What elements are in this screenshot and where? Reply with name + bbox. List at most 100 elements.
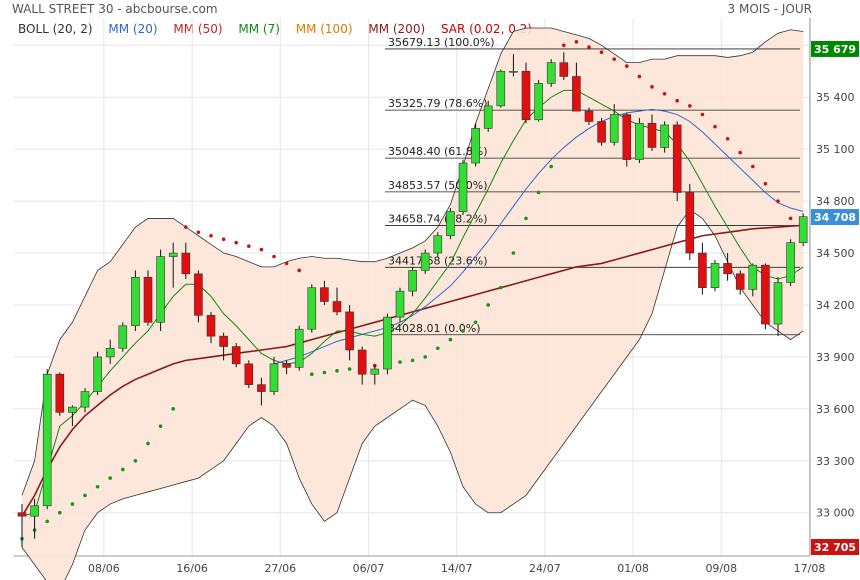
sar-dot [436, 346, 440, 351]
sar-dot [776, 199, 780, 203]
sar-dot [410, 358, 415, 363]
x-tick-label: 01/08 [617, 562, 649, 575]
candle-bearish [244, 363, 254, 385]
candle-bullish [534, 83, 543, 121]
bollinger-band [21, 27, 804, 580]
sar-dot [95, 484, 100, 489]
candle-bullish [408, 270, 417, 292]
sar-dot [574, 40, 579, 44]
candle-bullish [307, 287, 317, 330]
y-tick-label: 33 300 [816, 455, 855, 468]
candle-bearish [622, 114, 632, 160]
candle-bearish [672, 124, 682, 193]
sar-dot [284, 261, 289, 266]
candle-bearish [231, 346, 241, 365]
sar-dot [121, 467, 125, 472]
candle-bullish [42, 373, 52, 507]
chart-header: WALL STREET 30 - abcbourse.com 3 MOIS - … [0, 0, 860, 18]
candle-bearish [282, 363, 291, 368]
sar-dot [499, 285, 503, 290]
x-tick-label: 08/06 [88, 562, 120, 575]
candle-bullish [509, 70, 518, 73]
bollinger-lower-line [21, 209, 804, 580]
sar-dot [650, 85, 654, 89]
candle-bearish [332, 301, 342, 313]
sar-dot [58, 510, 62, 515]
sar-dot [259, 247, 264, 252]
sar-dot [763, 182, 768, 186]
sar-dot [347, 367, 352, 371]
candle-bearish [597, 121, 606, 143]
x-tick-label: 16/06 [176, 562, 208, 575]
candles [17, 52, 808, 548]
y-tick-label: 35 400 [816, 91, 855, 104]
bollinger-upper-line [21, 27, 804, 496]
sar-dot [688, 104, 692, 108]
sar-dot [599, 50, 604, 55]
y-tick-label: 34 200 [816, 299, 855, 312]
candle-bullish [105, 347, 115, 358]
price-badge-label: 35 679 [814, 43, 856, 56]
sar-dot [70, 502, 75, 506]
candle-bullish [269, 363, 279, 392]
candle-bearish [345, 311, 354, 351]
candle-bullish [118, 325, 128, 349]
sar-dot [221, 237, 226, 241]
price-badge [811, 40, 859, 57]
sar-dot [108, 476, 112, 480]
period-label: 3 MOIS - JOUR [727, 2, 812, 16]
sar-dot [398, 360, 402, 364]
sar-dot [272, 254, 276, 259]
sar-dot [297, 268, 302, 273]
candle-bearish [698, 252, 707, 288]
candle-bullish [496, 70, 506, 107]
candle-bearish [723, 263, 732, 275]
sar-dot [536, 190, 541, 195]
candle-bullish [458, 162, 468, 212]
legend-mm50[interactable]: MM (50) [173, 22, 223, 36]
sar-dot [625, 64, 629, 68]
sar-dot [486, 303, 491, 307]
price-badges: 35 679 34 708 32 705 [811, 40, 859, 555]
legend-mm200[interactable]: MM (200) [368, 22, 426, 36]
sar-dot [234, 240, 238, 245]
sar-dot [423, 355, 428, 359]
sar-dot [587, 45, 591, 49]
candle-bullish [710, 263, 720, 288]
sar-dot [562, 43, 566, 48]
sar-dot [184, 225, 188, 229]
legend-mm100[interactable]: MM (100) [295, 22, 353, 36]
x-tick-label: 24/07 [529, 562, 561, 575]
fib-level-label: 34028.01 (0.0%) [388, 322, 481, 335]
price-badge-label: 34 708 [814, 211, 856, 224]
candle-bearish [357, 349, 367, 375]
fib-level-label: 35048.40 (61.8%) [388, 145, 488, 158]
x-axis: 08/06 16/06 27/06 06/07 14/07 24/07 01/08 09/08… [88, 562, 825, 575]
parabolic-sar [20, 40, 805, 541]
x-tick-label: 14/07 [441, 562, 473, 575]
candle-bullish [471, 128, 480, 164]
candle-bearish [194, 273, 203, 316]
fib-level-label: 34853.57 (50.0%) [388, 179, 488, 192]
sar-dot [448, 337, 453, 342]
legend-boll[interactable]: BOLL (20, 2) [18, 22, 93, 36]
y-tick-label: 33 000 [816, 507, 855, 520]
mm50-line [21, 224, 804, 517]
candle-bearish [761, 264, 770, 325]
x-tick-label: 06/07 [353, 562, 385, 575]
legend-mm7[interactable]: MM (7) [238, 22, 280, 36]
sar-dot [461, 329, 465, 333]
fib-level-label: 34658.74 (38.2%) [388, 213, 488, 226]
sar-dot [209, 233, 213, 238]
sar-dot [45, 519, 49, 524]
y-tick-label: 33 900 [816, 351, 855, 364]
candle-bearish [143, 276, 153, 323]
chart-title: WALL STREET 30 - abcbourse.com [12, 2, 218, 16]
candle-bearish [559, 62, 569, 77]
candle-bearish [735, 273, 745, 290]
legend-sar[interactable]: SAR (0.02, 0.2) [440, 22, 532, 36]
candle-bullish [483, 105, 493, 129]
legend-mm20[interactable]: MM (20) [108, 22, 158, 36]
sar-dot [322, 370, 327, 375]
